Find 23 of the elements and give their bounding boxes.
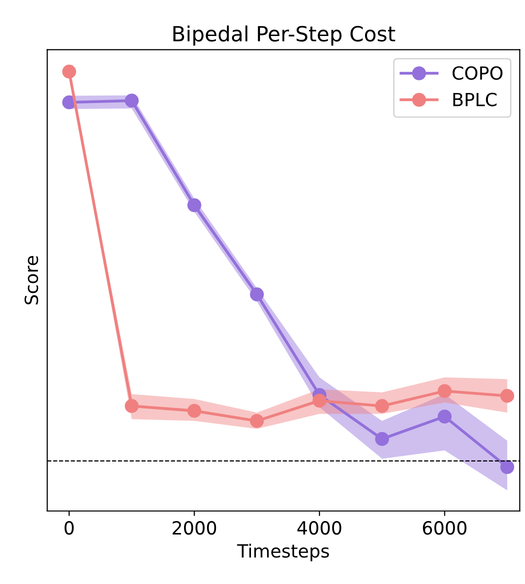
point (250, 414, 264, 428)
point (187, 198, 202, 212)
point (500, 460, 514, 474)
point (124, 399, 139, 413)
x-tick-label: 6000 (422, 521, 466, 535)
x-axis-title: Timesteps (237, 544, 329, 562)
x-tick-label: 0 (64, 521, 74, 535)
y-axis-title: Score (24, 256, 38, 304)
point (438, 410, 452, 424)
point (312, 394, 326, 408)
point (250, 287, 264, 302)
legend-label: BPLC (453, 92, 497, 106)
x-tick-label: 2000 (172, 521, 216, 535)
point (375, 432, 390, 446)
legend-label: COPO (452, 66, 502, 80)
point (438, 384, 452, 398)
chart-title: Bipedal Per-Step Cost (173, 25, 396, 46)
point (500, 388, 514, 403)
point (124, 94, 139, 108)
x-tick-label: 4000 (297, 521, 342, 535)
point (375, 399, 390, 413)
point (187, 404, 202, 418)
point (62, 64, 76, 79)
